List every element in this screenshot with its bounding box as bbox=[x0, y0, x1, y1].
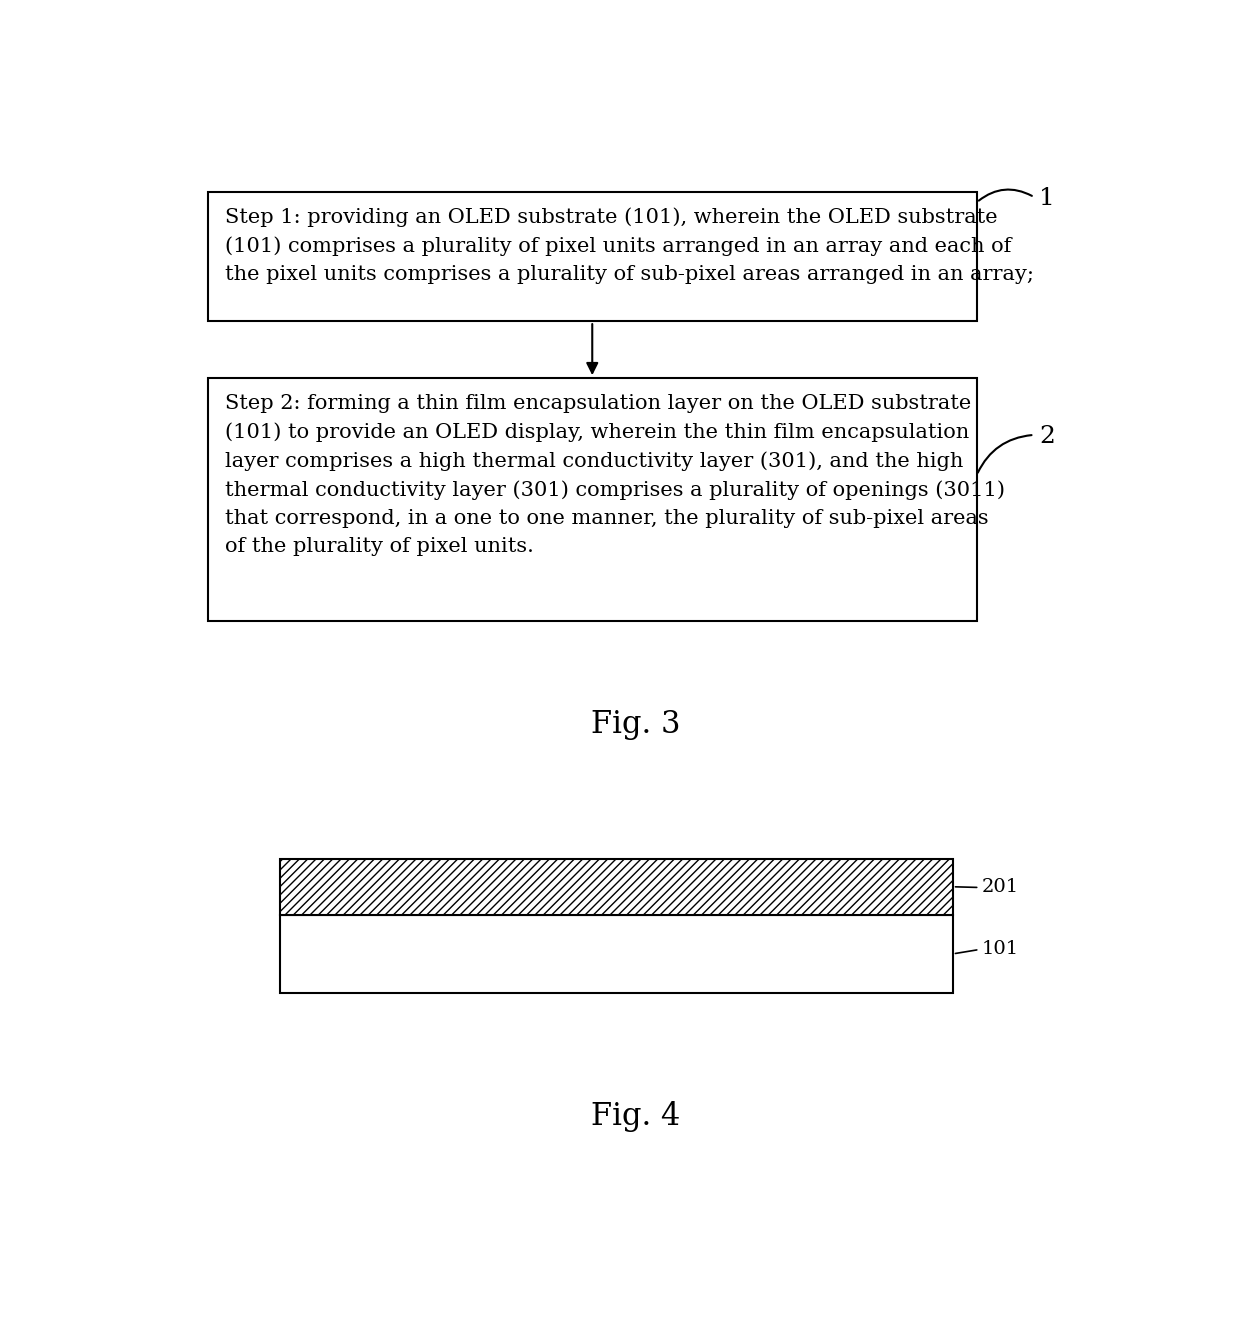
Text: 2: 2 bbox=[1039, 424, 1055, 447]
Text: Fig. 3: Fig. 3 bbox=[590, 709, 681, 739]
Bar bbox=[280, 859, 952, 915]
Text: Step 1: providing an OLED substrate (101), wherein the OLED substrate
(101) comp: Step 1: providing an OLED substrate (101… bbox=[226, 208, 1034, 285]
Text: Step 2: forming a thin film encapsulation layer on the OLED substrate
(101) to p: Step 2: forming a thin film encapsulatio… bbox=[226, 393, 1006, 556]
Text: 201: 201 bbox=[982, 879, 1018, 896]
Bar bbox=[208, 378, 977, 621]
Bar bbox=[208, 192, 977, 321]
Text: 101: 101 bbox=[982, 941, 1018, 958]
Bar bbox=[280, 915, 952, 993]
Text: 1: 1 bbox=[1039, 187, 1055, 209]
Text: Fig. 4: Fig. 4 bbox=[591, 1102, 680, 1133]
